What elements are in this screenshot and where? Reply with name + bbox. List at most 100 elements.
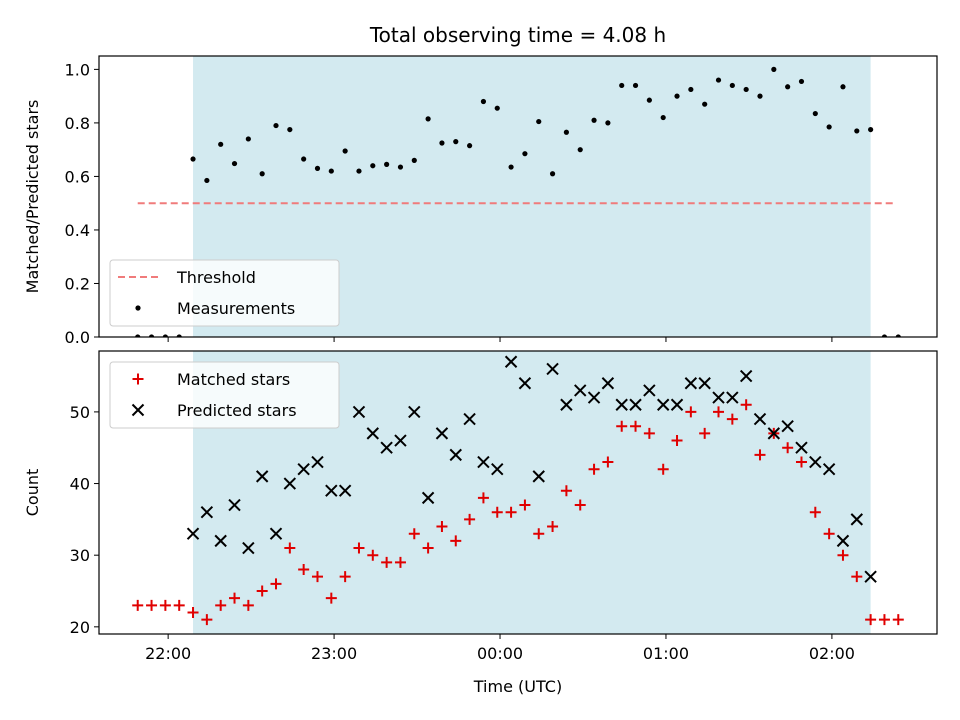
matched-stars-point (367, 549, 379, 561)
predicted-stars-point (242, 541, 255, 555)
measurement-point (840, 84, 846, 90)
predicted-stars-point (366, 427, 380, 440)
measurement-point (508, 164, 514, 170)
matched-stars-point (547, 521, 559, 533)
measurement-point (287, 126, 293, 133)
matched-stars-point (713, 406, 725, 418)
measurement-point (439, 140, 445, 146)
matched-stars-point (726, 413, 738, 425)
bottom-ylabel: Count (23, 469, 42, 517)
chart-title: Total observing time = 4.08 h (369, 23, 666, 47)
predicted-stars-point (670, 398, 684, 411)
matched-stars-point (782, 442, 794, 454)
top-axes-frame (98, 55, 938, 338)
measurement-point (370, 163, 376, 169)
measurement-point (245, 136, 251, 142)
predicted-stars-point (214, 534, 227, 548)
matched-stars-point (892, 614, 904, 626)
xtick-label: 02:00 (809, 644, 855, 663)
matched-stars-point (533, 528, 545, 540)
measurement-point (467, 143, 473, 149)
predicted-stars-point (352, 405, 366, 419)
legend-predicted-swatch (131, 403, 145, 417)
measurement-point (826, 124, 832, 130)
matched-stars-point (325, 592, 337, 604)
measurement-point (314, 165, 321, 171)
xtick-label: 22:00 (145, 644, 191, 663)
measurement-point (301, 156, 307, 162)
measurement-point (356, 168, 362, 174)
xtick-label: 23:00 (311, 644, 357, 663)
bottom-axes-frame (98, 350, 938, 635)
top-ytick-label: 0.2 (65, 274, 90, 293)
predicted-stars-point (712, 391, 725, 404)
measurement-point (176, 334, 182, 337)
predicted-stars-point (518, 377, 532, 390)
measurement-point (204, 177, 210, 184)
matched-stars-point (574, 499, 586, 511)
matched-stars-point (450, 535, 462, 547)
matched-stars-point (837, 549, 849, 561)
measurement-point (480, 98, 487, 105)
top-ytick-label: 0.0 (65, 328, 90, 347)
top-ytick-label: 1.0 (65, 60, 90, 79)
top-panel: 0.0 0.2 0.4 0.6 0.8 1.0 Matched/Predicted star… (23, 55, 938, 347)
predicted-stars-point (795, 441, 808, 454)
legend-entry: Measurements (177, 299, 295, 318)
matched-stars-point (298, 564, 310, 576)
measurement-point (743, 86, 749, 93)
legend-entry: Predicted stars (177, 401, 297, 420)
legend-matched-swatch (132, 373, 144, 385)
predicted-stars-point (656, 398, 670, 411)
measurement-point (549, 171, 556, 177)
bottom-ytick-label: 20 (70, 618, 90, 637)
predicted-stars-point (615, 398, 628, 411)
matched-stars-point (865, 614, 877, 626)
measurement-point (674, 93, 680, 99)
predicted-stars-point (504, 355, 518, 368)
matched-stars-point (173, 599, 185, 611)
predicted-stars-point (864, 570, 877, 583)
matched-stars-point (657, 463, 669, 475)
measurement-point (135, 334, 141, 337)
predicted-stars-point (574, 384, 587, 397)
matched-stars-point (685, 406, 697, 418)
measurement-point (591, 117, 597, 123)
matched-stars-point (491, 506, 503, 518)
measurement-point (577, 147, 583, 153)
measurement-point (494, 105, 500, 111)
matched-stars-point (284, 542, 296, 554)
top-ylabel: Matched/Predicted stars (23, 100, 42, 294)
predicted-stars-point (643, 384, 656, 397)
predicted-stars-point (753, 412, 767, 426)
measurement-point (342, 148, 348, 154)
measurement-point (425, 116, 431, 122)
predicted-stars-point (822, 463, 836, 476)
matched-stars-point (643, 427, 655, 439)
predicted-stars-point (449, 448, 462, 462)
legend-measurements-swatch (135, 305, 141, 311)
predicted-stars-point (560, 398, 573, 411)
matched-stars-point (630, 420, 642, 432)
measurement-point (757, 93, 763, 99)
measurement-point (619, 82, 625, 89)
predicted-stars-point (408, 405, 421, 419)
predicted-stars-point (546, 362, 559, 376)
matched-stars-point (256, 585, 268, 597)
matched-stars-point (588, 463, 600, 475)
predicted-stars-point (684, 377, 698, 390)
xtick-label: 00:00 (477, 644, 523, 663)
measurement-point (397, 164, 404, 170)
matched-stars-point (187, 607, 199, 619)
matched-stars-point (851, 571, 863, 583)
measurement-point (411, 157, 417, 163)
top-ytick-label: 0.8 (65, 114, 90, 133)
measurement-point (563, 129, 569, 135)
measurement-point (218, 141, 224, 147)
top-ytick-label: 0.6 (65, 167, 90, 186)
matched-stars-point (823, 528, 835, 540)
measurement-point (453, 139, 459, 145)
measurement-point (162, 334, 168, 337)
matched-stars-point (671, 435, 683, 447)
predicted-stars-point (186, 527, 200, 540)
